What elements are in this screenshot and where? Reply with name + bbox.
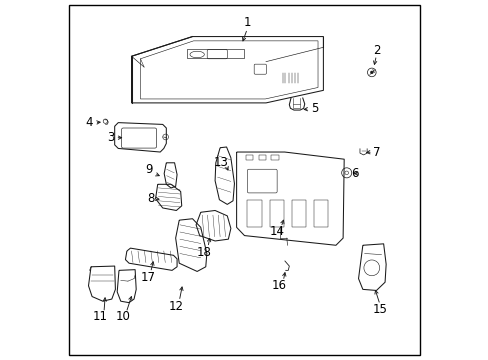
Bar (269, 201, 284, 227)
Text: 15: 15 (372, 303, 386, 316)
Text: 9: 9 (145, 163, 153, 176)
Bar (247, 201, 261, 227)
Text: 14: 14 (269, 225, 284, 238)
Text: 13: 13 (213, 156, 228, 169)
Text: 11: 11 (93, 310, 108, 324)
Text: 17: 17 (140, 271, 155, 284)
Bar (292, 104, 300, 108)
Text: 10: 10 (116, 310, 130, 324)
Text: 6: 6 (350, 167, 358, 180)
Circle shape (369, 71, 372, 74)
Bar (271, 154, 278, 160)
Bar (246, 154, 253, 160)
Text: 8: 8 (146, 192, 154, 205)
Bar (313, 201, 328, 227)
Text: 3: 3 (107, 131, 115, 144)
Bar (258, 154, 265, 160)
Text: 18: 18 (197, 246, 211, 259)
Text: 2: 2 (372, 44, 380, 57)
Text: 5: 5 (310, 103, 318, 116)
Text: 16: 16 (272, 279, 286, 292)
Text: 7: 7 (373, 145, 380, 158)
Text: 1: 1 (243, 17, 251, 30)
Text: 12: 12 (168, 300, 183, 313)
Text: 4: 4 (86, 116, 93, 129)
Bar (291, 201, 305, 227)
